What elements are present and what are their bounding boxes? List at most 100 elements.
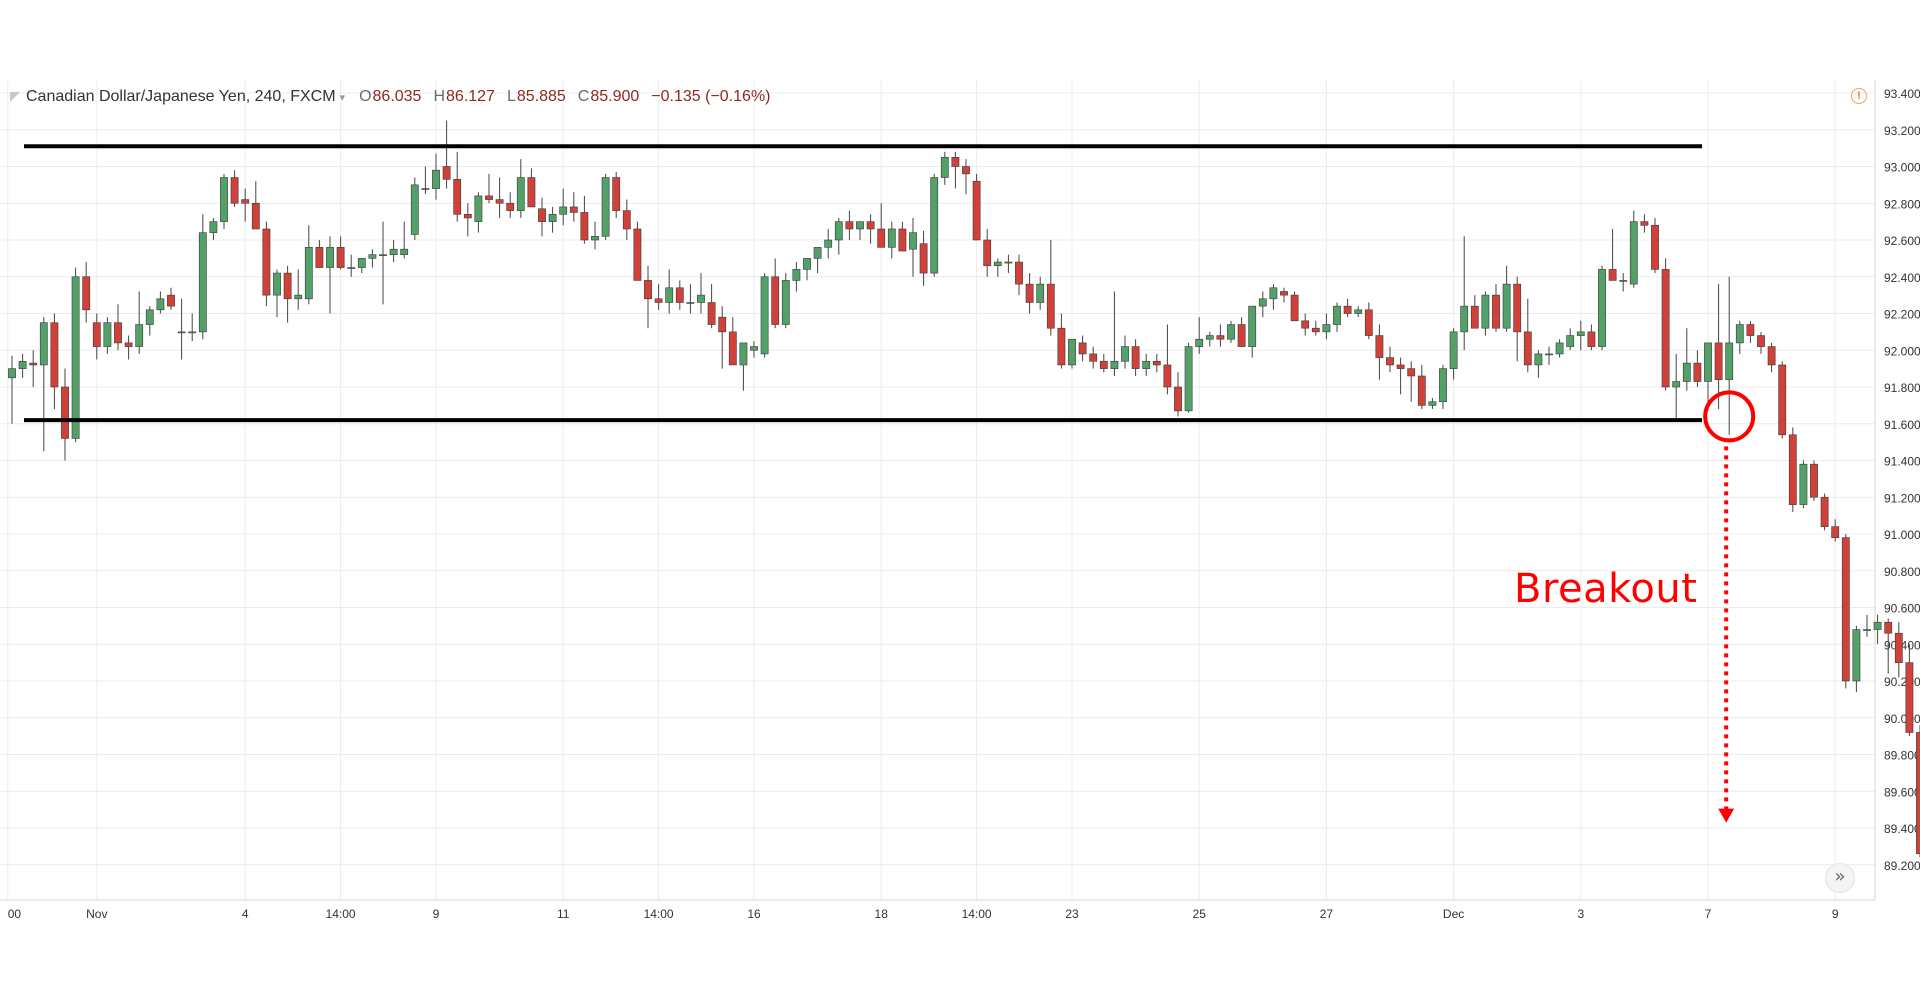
candle bbox=[368, 249, 377, 268]
y-tick-label: 92.400 bbox=[1884, 271, 1920, 285]
candle bbox=[962, 159, 970, 195]
candle-body-up bbox=[834, 221, 843, 241]
chevron-down-icon[interactable]: ▾ bbox=[339, 91, 346, 104]
candle bbox=[697, 273, 705, 314]
candle-body-down bbox=[1343, 305, 1352, 314]
candle-body-up bbox=[273, 272, 281, 296]
candle-body-down bbox=[167, 294, 175, 307]
candle bbox=[1661, 258, 1670, 391]
candle-body-down bbox=[336, 247, 345, 268]
candle-body-down bbox=[1513, 283, 1522, 333]
candle bbox=[1682, 328, 1691, 391]
candle bbox=[29, 350, 38, 387]
candle-body-down bbox=[1216, 335, 1225, 340]
candle-body-up bbox=[410, 184, 419, 235]
candle-body-up bbox=[887, 228, 896, 248]
candle-body-down bbox=[1523, 331, 1532, 366]
candle-body-up bbox=[347, 267, 356, 269]
candle bbox=[156, 291, 165, 314]
candle bbox=[1227, 320, 1235, 343]
candle-body-down bbox=[1608, 269, 1617, 281]
symbol-title[interactable]: Canadian Dollar/Japanese Yen, 240, FXCM bbox=[26, 88, 336, 105]
candle bbox=[1714, 284, 1723, 410]
candle bbox=[315, 240, 324, 268]
candle-body-down bbox=[622, 210, 631, 230]
candle-body-up bbox=[665, 287, 674, 303]
candle bbox=[983, 228, 992, 277]
y-tick-label: 89.400 bbox=[1884, 822, 1920, 836]
candle bbox=[1746, 320, 1755, 343]
candle bbox=[538, 197, 546, 237]
candle bbox=[273, 269, 281, 318]
candle-body-up bbox=[1672, 381, 1681, 388]
candle-body-up bbox=[1852, 629, 1861, 682]
candle-body-up bbox=[389, 248, 398, 255]
candle-body-down bbox=[315, 247, 324, 268]
candle bbox=[1916, 725, 1920, 858]
candle bbox=[145, 306, 154, 336]
candle-body-down bbox=[230, 177, 239, 204]
candle bbox=[1386, 346, 1394, 373]
candle bbox=[421, 166, 430, 195]
candle bbox=[1470, 295, 1479, 329]
candle bbox=[622, 199, 631, 240]
candle-body-up bbox=[1004, 261, 1013, 264]
x-tick-label: 14:00 bbox=[962, 907, 992, 921]
x-tick-label: 7 bbox=[1705, 907, 1712, 921]
candle bbox=[1237, 317, 1246, 347]
candle bbox=[1269, 284, 1278, 310]
candle-body-up bbox=[357, 258, 366, 268]
candle bbox=[1481, 291, 1490, 336]
y-tick-label: 92.800 bbox=[1884, 197, 1920, 211]
warning-icon[interactable]: ! bbox=[1851, 88, 1867, 104]
candle-body-down bbox=[1290, 294, 1299, 322]
candle bbox=[1428, 398, 1437, 410]
candle bbox=[591, 221, 599, 250]
candle bbox=[1301, 313, 1310, 336]
candle bbox=[1640, 214, 1649, 233]
candle bbox=[1333, 302, 1341, 332]
candle bbox=[1810, 460, 1818, 501]
candle-body-up bbox=[1068, 338, 1076, 366]
candle-body-up bbox=[792, 269, 801, 281]
candle-body-down bbox=[1099, 360, 1108, 369]
candle-body-up bbox=[103, 322, 112, 347]
candle-body-down bbox=[1301, 320, 1310, 329]
candle bbox=[1354, 306, 1363, 318]
y-tick-label: 92.600 bbox=[1884, 234, 1920, 248]
candle-body-down bbox=[718, 316, 727, 333]
candle-body-up bbox=[1682, 362, 1691, 382]
candle-body-down bbox=[612, 177, 621, 211]
candle-body-up bbox=[326, 247, 334, 268]
candle bbox=[1142, 353, 1151, 376]
candle-body-down bbox=[1767, 346, 1776, 366]
candle-body-up bbox=[294, 294, 303, 300]
y-tick-label: 93.400 bbox=[1884, 87, 1920, 101]
x-tick-label: 23 bbox=[1065, 907, 1079, 921]
candle bbox=[347, 254, 356, 277]
candle-body-up bbox=[1534, 353, 1543, 366]
candle bbox=[951, 151, 960, 189]
candle-body-down bbox=[1894, 632, 1903, 663]
symbol-flag-icon bbox=[10, 92, 20, 102]
candle-body-up bbox=[781, 280, 790, 325]
candle bbox=[972, 173, 981, 241]
candle bbox=[1523, 298, 1532, 373]
candle-body-up bbox=[1110, 360, 1119, 369]
candle bbox=[1364, 302, 1373, 340]
candle-body-down bbox=[728, 331, 737, 366]
candle bbox=[771, 258, 780, 329]
candle-body-down bbox=[654, 298, 663, 303]
candle-body-up bbox=[1121, 346, 1129, 362]
open-label: O bbox=[359, 88, 372, 105]
candle bbox=[1767, 342, 1776, 373]
candle-body-down bbox=[580, 212, 589, 241]
candle bbox=[569, 192, 578, 222]
candle bbox=[453, 151, 462, 222]
low-label: L bbox=[506, 88, 516, 105]
candle bbox=[1407, 361, 1416, 402]
candle-body-down bbox=[1651, 225, 1659, 270]
candle bbox=[1417, 364, 1426, 410]
scroll-to-realtime-button[interactable]: » bbox=[1825, 863, 1855, 893]
